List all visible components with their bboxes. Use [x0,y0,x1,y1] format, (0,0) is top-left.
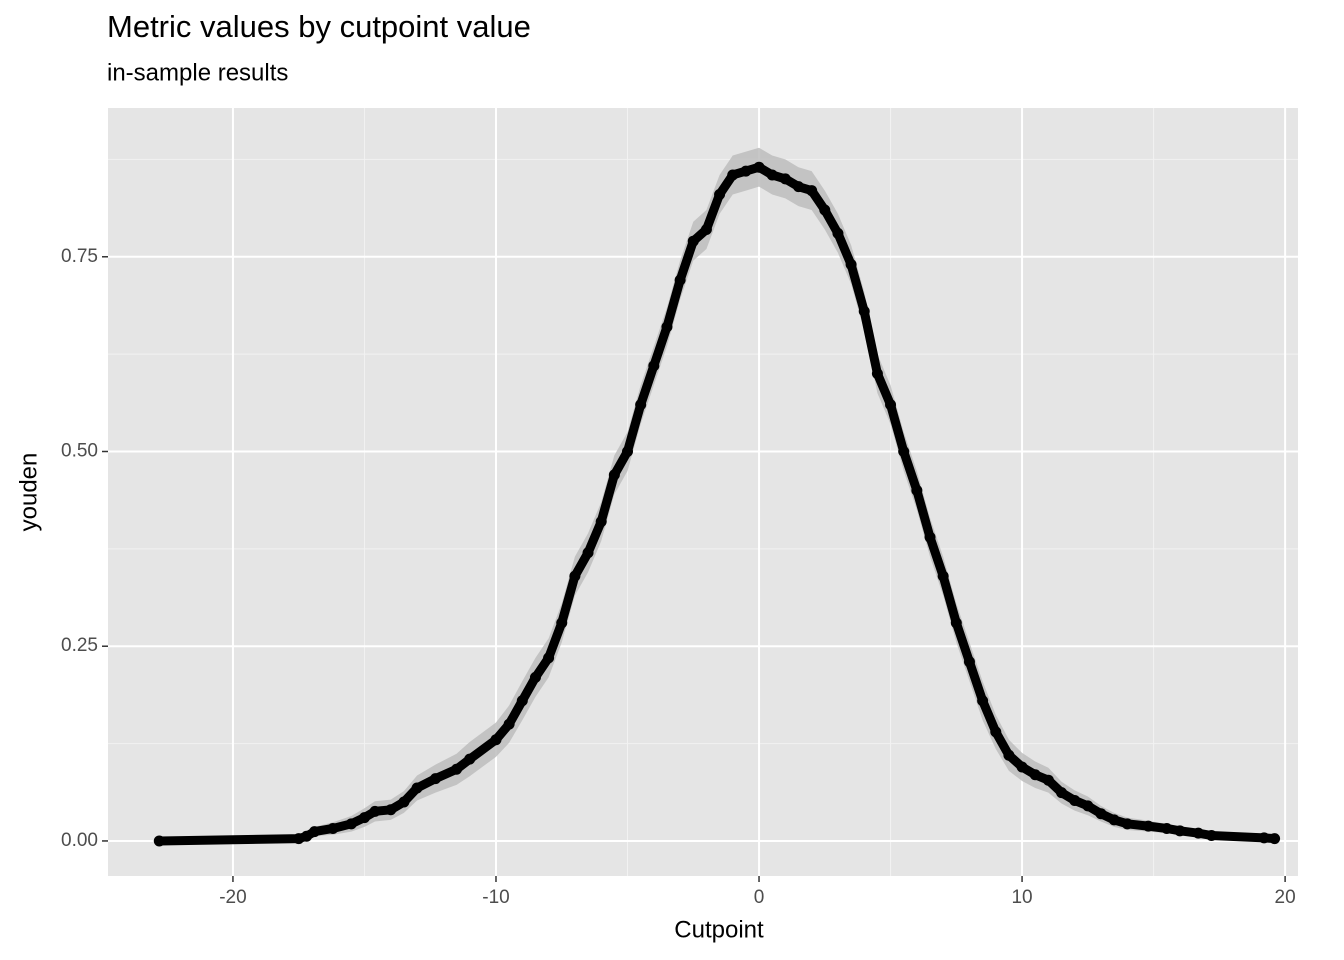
point [1016,761,1028,773]
point [1082,800,1094,812]
point [885,399,897,411]
point [595,516,607,528]
point [345,818,357,830]
point [832,227,844,239]
y-axis-title: youden [15,453,42,532]
y-tick-label: 0.50 [61,441,98,462]
point [1142,820,1154,832]
point [490,734,502,746]
point [622,445,634,457]
x-tick-label: 10 [1011,887,1032,908]
point [1258,832,1270,844]
point [950,617,962,629]
point [858,305,870,317]
point [700,224,712,236]
x-tick-label: 20 [1275,887,1296,908]
point [1069,794,1081,806]
point [308,826,320,838]
point [153,835,165,847]
point [845,259,857,271]
point [1042,774,1054,786]
x-tick-label: -10 [482,887,509,908]
x-tick-label: 0 [754,887,765,908]
point [398,796,410,808]
point [429,773,441,785]
point [569,570,581,582]
point [451,763,463,775]
point [608,469,620,481]
point [1056,787,1068,799]
point [1205,829,1217,841]
point [963,656,975,668]
point [1174,825,1186,837]
point [635,399,647,411]
point [990,726,1002,738]
point [411,782,423,794]
point [714,188,726,200]
point [766,169,778,181]
point [1161,822,1173,834]
point [529,671,541,683]
point [898,445,910,457]
point [516,695,528,707]
point [369,805,381,817]
point [727,169,739,181]
point [740,165,752,177]
point [385,804,397,816]
point [819,204,831,216]
y-tick-label: 0.75 [61,246,98,267]
point [806,185,818,197]
point [924,531,936,543]
point [977,695,989,707]
x-tick-label: -20 [219,887,246,908]
point [556,617,568,629]
point [1029,769,1041,781]
point [1108,814,1120,826]
point [871,368,883,380]
point [503,718,515,730]
point [582,547,594,559]
point [911,484,923,496]
point [1095,808,1107,820]
chart-title: Metric values by cutpoint value [107,9,531,44]
point [1121,818,1133,830]
point [1003,749,1015,761]
point [327,822,339,834]
point [687,235,699,247]
line [159,162,1275,846]
point [648,360,660,372]
y-tick-label: 0.00 [61,830,98,851]
y-tick-label: 0.25 [61,635,98,656]
point [674,274,686,286]
point [464,753,476,765]
point [543,652,555,664]
point [792,181,804,193]
point [1269,833,1281,845]
chart-subtitle: in-sample results [107,59,288,86]
x-axis-title: Cutpoint [674,916,764,943]
point [779,173,791,185]
point [937,570,949,582]
point [358,812,370,824]
point [1192,827,1204,839]
point [753,161,765,173]
point [661,321,673,333]
